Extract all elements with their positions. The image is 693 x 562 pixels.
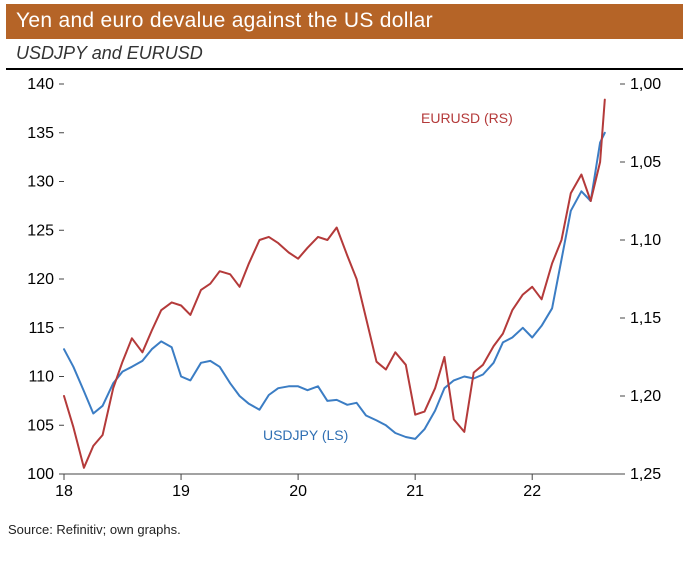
x-tick-label: 18: [55, 483, 73, 500]
y-right-tick-label: 1,00: [630, 76, 661, 93]
y-left-tick-label: 130: [27, 174, 54, 191]
x-tick-label: 20: [289, 483, 307, 500]
series-line-eurusd-rs-: [64, 100, 605, 468]
x-tick-label: 22: [523, 483, 541, 500]
x-tick-label: 19: [172, 483, 190, 500]
source-text: Source: Refinitiv; own graphs.: [8, 522, 683, 537]
y-left-tick-label: 125: [27, 222, 54, 239]
series-label: USDJPY (LS): [263, 427, 348, 443]
figure-container: Yen and euro devalue against the US doll…: [0, 0, 693, 562]
y-right-tick-label: 1,25: [630, 466, 661, 483]
y-right-tick-label: 1,20: [630, 388, 661, 405]
chart-title: Yen and euro devalue against the US doll…: [6, 4, 683, 39]
y-right-tick-label: 1,15: [630, 310, 661, 327]
y-left-tick-label: 105: [27, 417, 54, 434]
y-right-tick-label: 1,10: [630, 232, 661, 249]
chart-area: 18 19 20 21 22 100 105 110 115 120 125 130 135 140 1,0…: [12, 76, 672, 516]
x-tick-label: 21: [406, 483, 424, 500]
y-left-tick-label: 100: [27, 466, 54, 483]
y-left-tick-label: 110: [28, 369, 54, 386]
series-line-usdjpy-ls-: [64, 133, 605, 439]
y-right-tick-label: 1,05: [630, 154, 661, 171]
chart-svg: 18 19 20 21 22 100 105 110 115 120 125 130 135 140 1,0…: [12, 76, 672, 516]
series-label: EURUSD (RS): [421, 110, 513, 126]
y-left-tick-label: 115: [28, 320, 54, 337]
y-left-tick-label: 120: [27, 271, 54, 288]
y-left-tick-label: 135: [27, 125, 54, 142]
chart-subtitle: USDJPY and EURUSD: [6, 39, 683, 70]
y-left-tick-label: 140: [27, 76, 54, 93]
